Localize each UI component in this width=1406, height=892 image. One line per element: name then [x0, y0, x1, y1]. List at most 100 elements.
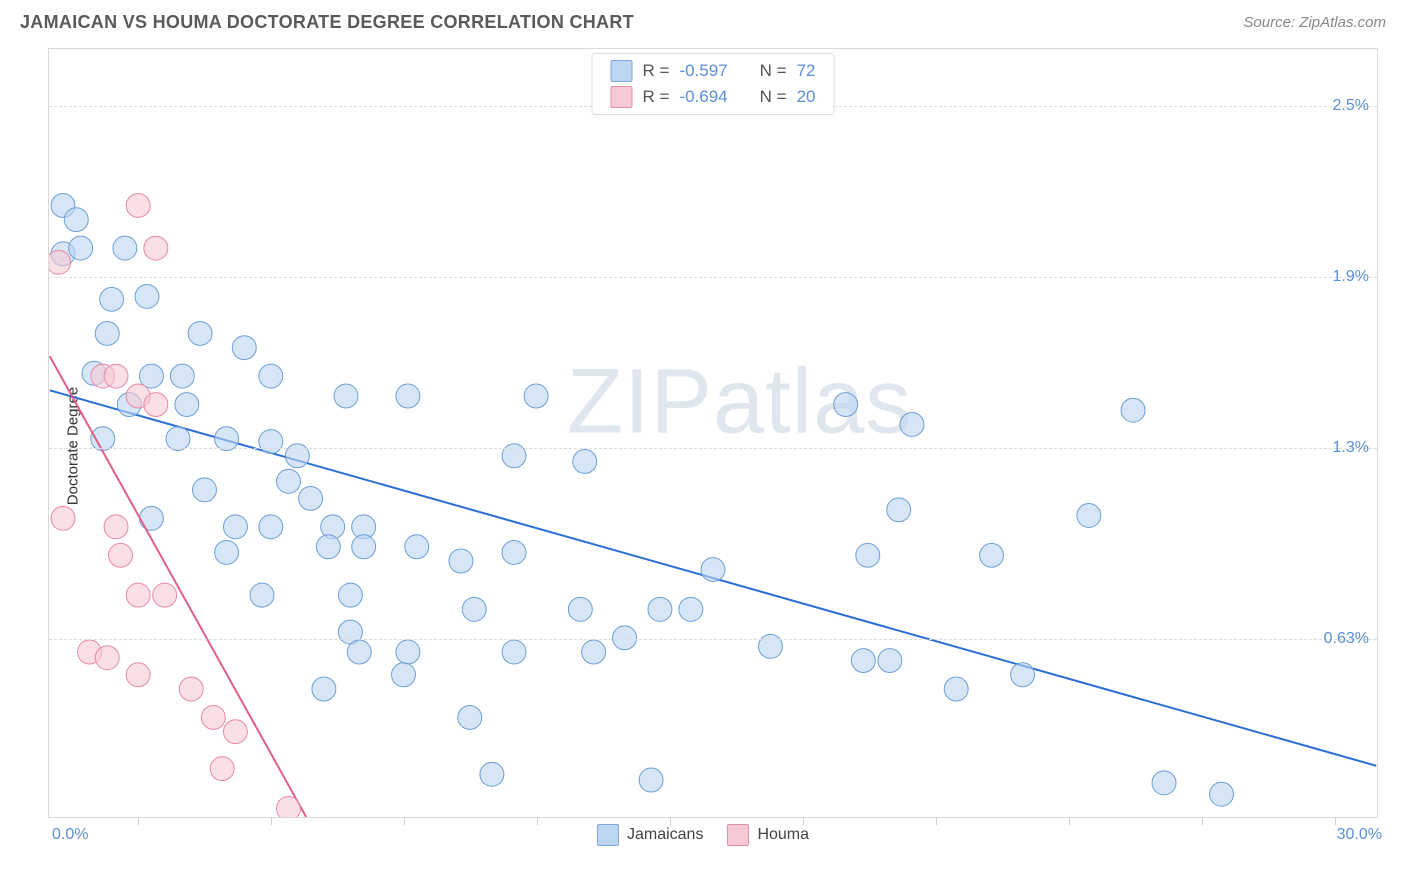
data-point: [312, 677, 336, 701]
source-link[interactable]: ZipAtlas.com: [1299, 14, 1386, 31]
source-attribution: Source: ZipAtlas.com: [1243, 14, 1386, 31]
data-point: [980, 543, 1004, 567]
data-point: [613, 626, 637, 650]
data-point: [126, 193, 150, 217]
data-point: [352, 535, 376, 559]
data-point: [259, 430, 283, 454]
data-point: [126, 583, 150, 607]
data-point: [113, 236, 137, 260]
data-point: [210, 757, 234, 781]
data-point: [462, 597, 486, 621]
x-tick: [138, 817, 139, 825]
data-point: [347, 640, 371, 664]
x-tick: [1202, 817, 1203, 825]
data-point: [232, 336, 256, 360]
y-tick-label: 1.3%: [1333, 439, 1369, 457]
stats-r-value: -0.694: [679, 87, 727, 107]
stats-row: R =-0.597N =72: [611, 60, 816, 82]
data-point: [139, 364, 163, 388]
x-axis-max-label: 30.0%: [1337, 826, 1382, 844]
data-point: [316, 535, 340, 559]
gridline: [49, 277, 1377, 278]
data-point: [524, 384, 548, 408]
data-point: [396, 640, 420, 664]
data-point: [259, 515, 283, 539]
data-point: [878, 649, 902, 673]
data-point: [64, 208, 88, 232]
stats-row: R =-0.694N =20: [611, 86, 816, 108]
data-point: [458, 705, 482, 729]
chart-plot-area: ZIPatlas 0.63%1.3%1.9%2.5% R =-0.597N =7…: [48, 48, 1378, 818]
data-point: [250, 583, 274, 607]
x-tick: [404, 817, 405, 825]
legend-swatch: [597, 824, 619, 846]
chart-title: JAMAICAN VS HOUMA DOCTORATE DEGREE CORRE…: [20, 12, 634, 33]
y-tick-label: 0.63%: [1324, 630, 1369, 648]
data-point: [396, 384, 420, 408]
x-tick: [936, 817, 937, 825]
data-point: [223, 720, 247, 744]
data-point: [179, 677, 203, 701]
data-point: [135, 284, 159, 308]
x-axis-min-label: 0.0%: [52, 826, 88, 844]
data-point: [193, 478, 217, 502]
data-point: [95, 646, 119, 670]
data-point: [215, 427, 239, 451]
data-point: [582, 640, 606, 664]
data-point: [104, 515, 128, 539]
data-point: [502, 640, 526, 664]
data-point: [139, 506, 163, 530]
data-point: [175, 393, 199, 417]
data-point: [69, 236, 93, 260]
data-point: [166, 427, 190, 451]
y-tick-label: 2.5%: [1333, 97, 1369, 115]
data-point: [900, 412, 924, 436]
data-point: [1011, 663, 1035, 687]
data-point: [405, 535, 429, 559]
data-point: [573, 449, 597, 473]
data-point: [1152, 771, 1176, 795]
data-point: [100, 287, 124, 311]
stats-r-label: R =: [643, 61, 670, 81]
data-point: [95, 321, 119, 345]
data-point: [170, 364, 194, 388]
data-point: [639, 768, 663, 792]
data-point: [568, 597, 592, 621]
stats-swatch: [611, 60, 633, 82]
data-point: [299, 486, 323, 510]
data-point: [51, 506, 75, 530]
data-point: [277, 796, 301, 817]
data-point: [1121, 398, 1145, 422]
stats-r-label: R =: [643, 87, 670, 107]
data-point: [144, 236, 168, 260]
data-point: [104, 364, 128, 388]
gridline: [49, 448, 1377, 449]
y-tick-label: 1.9%: [1333, 268, 1369, 286]
stats-r-value: -0.597: [679, 61, 727, 81]
stats-n-label: N =: [760, 87, 787, 107]
data-point: [144, 393, 168, 417]
data-point: [91, 427, 115, 451]
data-point: [887, 498, 911, 522]
x-tick: [1069, 817, 1070, 825]
legend-label: Jamaicans: [627, 826, 703, 843]
scatter-svg: [49, 49, 1377, 817]
source-prefix: Source:: [1243, 14, 1299, 31]
data-point: [944, 677, 968, 701]
stats-n-value: 72: [797, 61, 816, 81]
data-point: [1077, 504, 1101, 528]
data-point: [679, 597, 703, 621]
data-point: [126, 663, 150, 687]
x-tick: [1335, 817, 1336, 825]
data-point: [259, 364, 283, 388]
gridline: [49, 639, 1377, 640]
data-point: [856, 543, 880, 567]
x-tick: [271, 817, 272, 825]
data-point: [201, 705, 225, 729]
data-point: [277, 469, 301, 493]
bottom-legend: JamaicansHouma: [597, 824, 809, 846]
data-point: [392, 663, 416, 687]
data-point: [480, 762, 504, 786]
data-point: [701, 558, 725, 582]
data-point: [502, 540, 526, 564]
